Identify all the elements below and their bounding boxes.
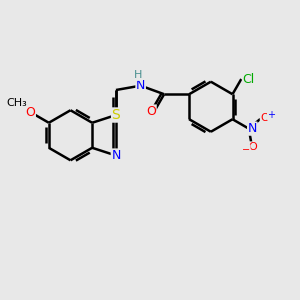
Text: CH₃: CH₃ bbox=[7, 98, 28, 108]
Text: O: O bbox=[146, 105, 156, 118]
Text: N: N bbox=[248, 122, 257, 135]
Text: H: H bbox=[134, 70, 142, 80]
Text: −: − bbox=[242, 145, 250, 155]
Text: Cl: Cl bbox=[242, 73, 255, 85]
Text: O: O bbox=[260, 112, 269, 122]
Text: O: O bbox=[248, 142, 257, 152]
Text: O: O bbox=[26, 106, 35, 118]
Text: +: + bbox=[268, 110, 275, 120]
Text: S: S bbox=[112, 108, 120, 122]
Text: N: N bbox=[111, 149, 121, 162]
Text: N: N bbox=[136, 79, 145, 92]
